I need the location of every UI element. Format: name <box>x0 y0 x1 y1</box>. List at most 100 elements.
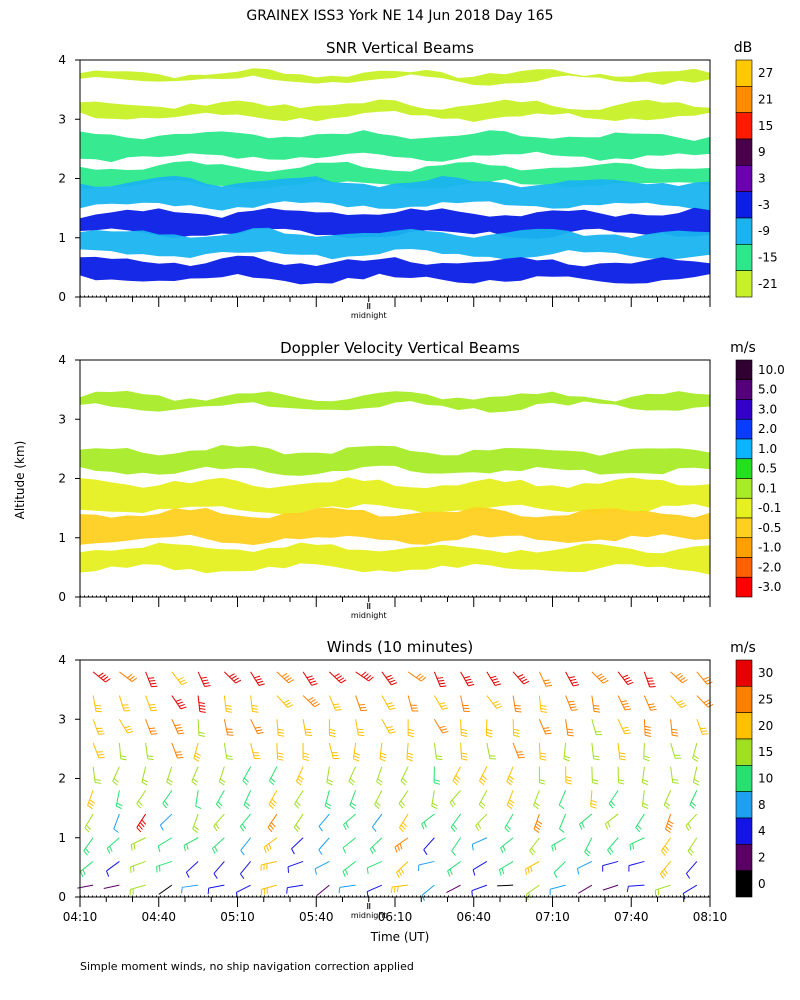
wind-barb-flag <box>361 671 367 677</box>
wind-barb-flag <box>149 727 156 730</box>
wind-barb-flag <box>178 732 185 735</box>
y-tick-label: 2 <box>58 472 66 486</box>
wind-barb <box>113 813 120 833</box>
wind-barb-shaft <box>339 884 356 888</box>
figure-title: GRAINEX ISS3 York NE 14 Jun 2018 Day 165 <box>246 8 553 24</box>
wind-barb <box>197 695 206 713</box>
wind-barb-shaft <box>261 860 277 866</box>
wind-barb-flag <box>513 728 520 732</box>
wind-barb-flag <box>83 850 88 856</box>
wind-barb-flag <box>619 758 626 761</box>
wind-barb-shaft <box>394 837 409 848</box>
wind-barb-flag <box>644 725 651 728</box>
wind-barb <box>130 837 146 851</box>
wind-barb-shaft <box>584 837 593 853</box>
wind-barb-flag <box>644 728 651 731</box>
wind-barb-shaft <box>617 671 629 685</box>
wind-barb-flag <box>535 823 542 828</box>
wind-barb-shaft <box>318 837 330 851</box>
wind-barb <box>421 884 435 901</box>
wind-barb-flag <box>318 825 323 832</box>
wind-barb <box>692 766 700 786</box>
wind-barb-shaft <box>446 884 461 894</box>
wind-barb-flag <box>391 682 398 686</box>
wind-barb-shaft <box>80 861 94 872</box>
wind-barb <box>643 695 657 711</box>
wind-barb-shaft <box>192 813 199 830</box>
wind-barb-flag <box>344 869 349 876</box>
wind-barb <box>486 695 503 709</box>
wind-barb <box>590 790 597 809</box>
wind-barb-shaft <box>423 837 435 851</box>
wind-barb-flag <box>619 752 626 755</box>
wind-barb-flag <box>195 805 202 810</box>
wind-barb-shaft <box>119 671 133 682</box>
wind-barb-flag <box>217 801 223 807</box>
wind-barb-flag <box>357 731 364 734</box>
wind-barb-flag <box>481 775 488 780</box>
wind-barb <box>565 766 572 785</box>
colorbar-cell <box>735 244 753 271</box>
wind-barb <box>158 884 173 895</box>
wind-barb-flag <box>226 758 233 760</box>
wind-barb <box>579 813 593 830</box>
wind-barb-flag <box>623 677 630 681</box>
wind-barb-flag <box>277 731 284 734</box>
wind-barb-shaft <box>328 695 337 711</box>
wind-barb-shaft <box>421 813 435 825</box>
wind-barb-flag <box>254 675 261 679</box>
wind-barb <box>553 861 566 879</box>
colorbar-label: 0.1 <box>758 481 777 495</box>
wind-barb-flag <box>539 782 546 785</box>
wind-barb <box>451 837 462 856</box>
wind-barb-flag <box>539 752 546 755</box>
wind-barb-flag <box>420 676 427 682</box>
wind-barb-flag <box>407 734 415 738</box>
wind-barb-flag <box>517 753 524 756</box>
x-tick-label: 04:40 <box>141 910 176 924</box>
wind-barb-flag <box>534 802 540 807</box>
wind-barb-flag <box>376 781 382 786</box>
wind-barb-flag <box>283 675 290 680</box>
wind-barb-shaft <box>183 837 199 846</box>
wind-barb-flag <box>369 848 374 855</box>
wind-barb <box>324 790 332 810</box>
wind-barb-flag <box>690 801 697 807</box>
wind-barb-flag <box>593 758 600 761</box>
y-tick-label: 3 <box>58 112 66 126</box>
wind-barb-flag <box>540 758 547 761</box>
wind-barb <box>460 742 468 761</box>
wind-barb-flag <box>493 680 500 684</box>
wind-barb-flag <box>294 803 300 809</box>
wind-barb-flag <box>357 728 364 731</box>
wind-barb-flag <box>645 734 652 737</box>
y-tick-label: 3 <box>58 712 66 726</box>
wind-barb <box>276 742 284 761</box>
wind-barb-flag <box>460 728 468 732</box>
wind-barb-shaft <box>381 695 391 710</box>
wind-barb-flag <box>573 684 580 687</box>
wind-barb-flag <box>461 734 468 738</box>
x-tick-label: 07:40 <box>614 910 649 924</box>
wind-barb-shaft <box>103 884 120 889</box>
wind-barb <box>145 742 154 761</box>
wind-barb-shaft <box>250 742 255 759</box>
wind-barb <box>342 861 356 877</box>
wind-barb-shaft <box>450 813 462 828</box>
wind-barb-flag <box>518 756 525 759</box>
wind-barb-shaft <box>512 695 517 712</box>
wind-barb-flag <box>621 700 628 703</box>
wind-barb-flag <box>399 827 404 833</box>
wind-barb-flag <box>268 843 272 850</box>
wind-barb-shaft <box>478 790 488 805</box>
wind-barb <box>565 671 580 687</box>
wind-barb-flag <box>406 758 413 762</box>
wind-barb-shaft <box>381 719 391 734</box>
wind-barb <box>381 695 396 710</box>
wind-barb <box>696 719 709 735</box>
wind-barb-shaft <box>215 790 225 805</box>
wind-barb-flag <box>664 845 670 851</box>
wind-barb-flag <box>125 728 132 731</box>
wind-barb-shaft <box>553 861 566 873</box>
wind-barb-flag <box>277 728 284 731</box>
